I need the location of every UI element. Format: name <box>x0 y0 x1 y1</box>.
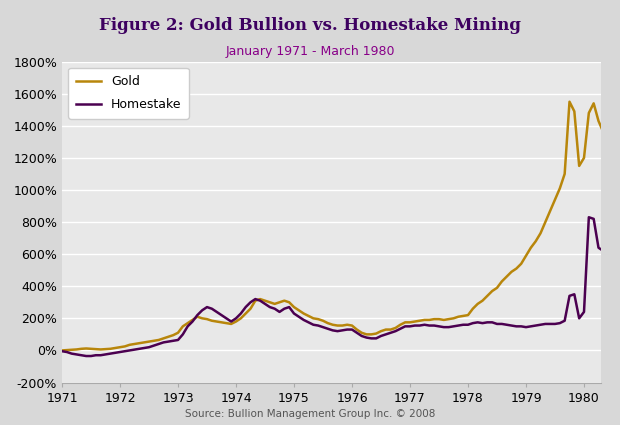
Homestake <box>469 320 477 326</box>
Text: Source: Bullion Management Group Inc. © 2008: Source: Bullion Management Group Inc. © … <box>185 408 435 419</box>
Homestake <box>237 311 244 316</box>
Line: Gold: Gold <box>62 102 603 350</box>
Gold <box>58 348 66 353</box>
Gold <box>232 319 240 324</box>
Homestake <box>78 353 85 358</box>
Gold <box>508 269 515 275</box>
Text: Figure 2: Gold Bullion vs. Homestake Mining: Figure 2: Gold Bullion vs. Homestake Min… <box>99 17 521 34</box>
Homestake <box>82 354 90 359</box>
Gold <box>464 312 472 317</box>
Homestake <box>566 293 574 298</box>
Legend: Gold, Homestake: Gold, Homestake <box>68 68 188 119</box>
Gold <box>561 171 569 176</box>
Homestake <box>73 352 80 357</box>
Gold <box>566 99 574 104</box>
Homestake <box>585 215 593 220</box>
Line: Homestake: Homestake <box>62 217 603 356</box>
Homestake <box>513 324 520 329</box>
Gold <box>73 347 80 352</box>
Homestake <box>58 348 66 354</box>
Homestake <box>600 248 607 253</box>
Gold <box>78 346 85 351</box>
Gold <box>600 130 607 135</box>
Text: January 1971 - March 1980: January 1971 - March 1980 <box>225 45 395 58</box>
